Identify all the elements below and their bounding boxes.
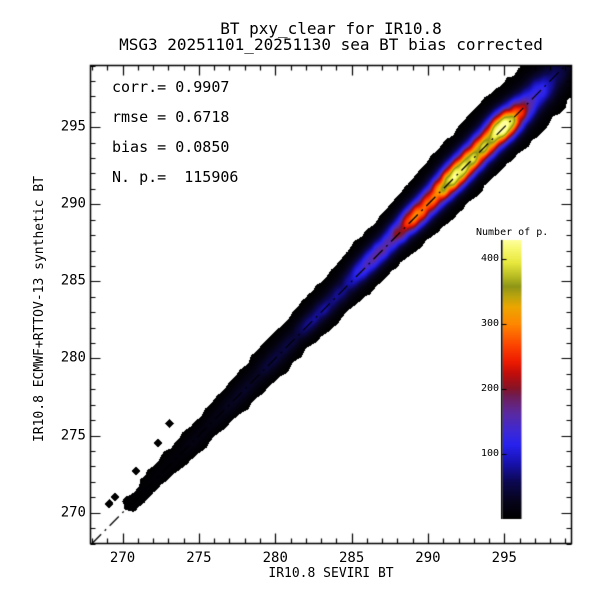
y-tick-label: 285 xyxy=(60,272,86,289)
colorbar-tick-label: 400 xyxy=(480,253,499,265)
x-axis-label: IR10.8 SEVIRI BT xyxy=(268,566,394,581)
x-tick-label: 295 xyxy=(491,550,517,566)
y-tick-label: 295 xyxy=(60,118,86,135)
plot-subtitle: MSG3 20251101_20251130 sea BT bias corre… xyxy=(119,35,543,54)
stat-npoints: N. p.= 115906 xyxy=(112,168,239,186)
x-tick-label: 285 xyxy=(338,550,365,566)
y-tick-label: 280 xyxy=(60,350,86,367)
y-tick-label: 275 xyxy=(60,427,86,444)
stat-corr: corr.= 0.9907 xyxy=(112,78,230,96)
y-tick-label: 270 xyxy=(60,504,86,521)
colorbar-title: Number of p. xyxy=(476,227,549,238)
plot-title: BT pxy_clear for IR10.8 xyxy=(220,19,442,38)
colorbar-tick-label: 300 xyxy=(480,318,499,330)
stat-rmse: rmse = 0.6718 xyxy=(112,108,230,126)
x-tick-label: 270 xyxy=(109,550,136,566)
x-tick-label: 275 xyxy=(186,550,212,566)
x-tick-label: 290 xyxy=(415,550,441,566)
colorbar-tick-label: 200 xyxy=(480,383,499,395)
y-tick-label: 290 xyxy=(60,195,86,212)
colorbar-tick-label: 100 xyxy=(480,448,499,460)
y-axis-label-text: IR10.8 ECMWF+RTTOV-13 synthetic BT xyxy=(32,175,48,443)
x-tick-label: 280 xyxy=(262,550,288,566)
stat-bias: bias = 0.0850 xyxy=(112,138,230,156)
